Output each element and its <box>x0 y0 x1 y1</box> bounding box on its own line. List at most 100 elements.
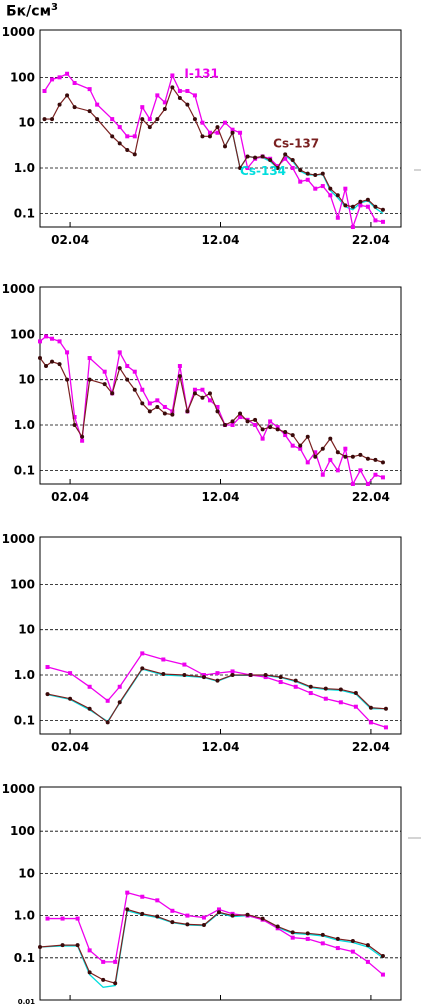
point-i-131 <box>350 225 355 229</box>
point-i-131 <box>216 907 221 912</box>
point-cs-137 <box>268 425 273 430</box>
point-i-131 <box>328 193 333 198</box>
point-cs-137 <box>230 913 235 918</box>
point-i-131 <box>192 93 197 98</box>
point-i-131 <box>305 177 310 182</box>
y-tick-label: 1000 <box>2 282 35 296</box>
y-tick-label: 1000 <box>2 782 35 796</box>
point-cs-137 <box>60 943 65 948</box>
point-cs-137 <box>38 945 42 950</box>
point-i-131 <box>223 120 228 125</box>
point-cs-137 <box>365 197 370 202</box>
annotation-i-131: I-131 <box>184 66 219 80</box>
point-cs-137 <box>215 678 220 683</box>
point-cs-137 <box>80 434 85 439</box>
x-tick-label: 02.04 <box>51 490 89 504</box>
point-cs-137 <box>200 134 205 139</box>
point-i-131 <box>57 339 62 344</box>
point-i-131 <box>313 186 318 191</box>
point-cs-137 <box>328 436 333 441</box>
point-i-131 <box>132 134 137 139</box>
point-cs-137 <box>253 155 258 160</box>
point-cs-137 <box>380 460 385 465</box>
point-cs-137 <box>275 166 280 171</box>
point-cs-137 <box>343 203 348 208</box>
point-i-131 <box>140 387 145 392</box>
point-cs-137 <box>50 359 55 364</box>
y-tick-label: 10 <box>18 373 35 387</box>
point-cs-137 <box>155 404 160 409</box>
point-cs-137 <box>335 936 340 941</box>
point-cs-137 <box>45 692 50 697</box>
y-tick-label: 10 <box>18 116 35 130</box>
point-i-131 <box>305 460 310 465</box>
point-cs-137 <box>200 395 205 400</box>
point-cs-137 <box>365 456 370 461</box>
point-cs-137 <box>350 454 355 459</box>
point-cs-137 <box>373 204 378 209</box>
point-i-131 <box>125 890 130 895</box>
point-i-131 <box>101 959 106 964</box>
point-i-131 <box>113 959 118 964</box>
point-i-131 <box>65 71 70 76</box>
point-i-131 <box>328 457 333 462</box>
point-cs-137 <box>238 411 243 416</box>
point-cs-137 <box>275 924 280 929</box>
point-i-131 <box>72 81 77 86</box>
point-i-131 <box>140 651 145 656</box>
point-i-131 <box>65 350 70 355</box>
point-cs-137 <box>223 423 228 428</box>
point-i-131 <box>268 419 273 424</box>
point-i-131 <box>293 684 298 689</box>
y-tick-label: 1.0 <box>14 418 35 432</box>
x-tick-label: 12.04 <box>202 233 240 247</box>
point-cs-137 <box>313 173 318 178</box>
unit-text: Бк/см <box>6 3 52 20</box>
x-tick-label: 22.04 <box>352 490 390 504</box>
point-cs-137 <box>207 134 212 139</box>
y-tick-label: 100 <box>10 70 35 84</box>
y-tick-label: 1.0 <box>14 161 35 175</box>
point-cs-137 <box>245 154 250 159</box>
point-i-131 <box>343 446 348 451</box>
point-i-131 <box>117 125 122 130</box>
point-cs-137 <box>65 377 70 382</box>
y-tick-label: 0.1 <box>14 206 35 220</box>
point-cs-137 <box>283 152 288 157</box>
point-cs-137 <box>110 391 115 396</box>
point-cs-137 <box>140 401 145 406</box>
point-cs-137 <box>328 186 333 191</box>
point-i-131 <box>350 949 355 954</box>
point-cs-137 <box>57 362 62 367</box>
point-cs-137 <box>215 125 220 130</box>
point-i-131 <box>45 665 50 670</box>
point-cs-137 <box>230 673 235 678</box>
point-i-131 <box>102 369 107 374</box>
x-tick-label: 12.04 <box>202 490 240 504</box>
point-cs-137 <box>305 434 310 439</box>
plot-frame <box>39 786 402 1001</box>
point-cs-137 <box>368 705 373 710</box>
point-cs-137 <box>95 117 100 122</box>
point-cs-137 <box>75 943 80 948</box>
point-cs-137 <box>155 914 160 919</box>
point-i-131 <box>75 916 80 921</box>
point-cs-137 <box>140 117 145 122</box>
point-i-131 <box>201 673 206 678</box>
point-i-131 <box>320 472 325 477</box>
point-i-131 <box>192 387 197 392</box>
point-cs-137 <box>260 916 265 921</box>
point-cs-137 <box>132 387 137 392</box>
point-cs-137 <box>338 687 343 692</box>
point-cs-137 <box>192 391 197 396</box>
y-tick-label: 1.0 <box>14 909 35 923</box>
point-i-131 <box>358 468 363 473</box>
x-tick-label: 22.04 <box>352 740 390 754</box>
point-cs-137 <box>170 85 175 90</box>
point-cs-137 <box>201 675 206 680</box>
point-i-131 <box>260 436 265 441</box>
point-i-131 <box>380 475 385 480</box>
point-i-131 <box>87 684 92 689</box>
point-cs-137 <box>320 171 325 176</box>
